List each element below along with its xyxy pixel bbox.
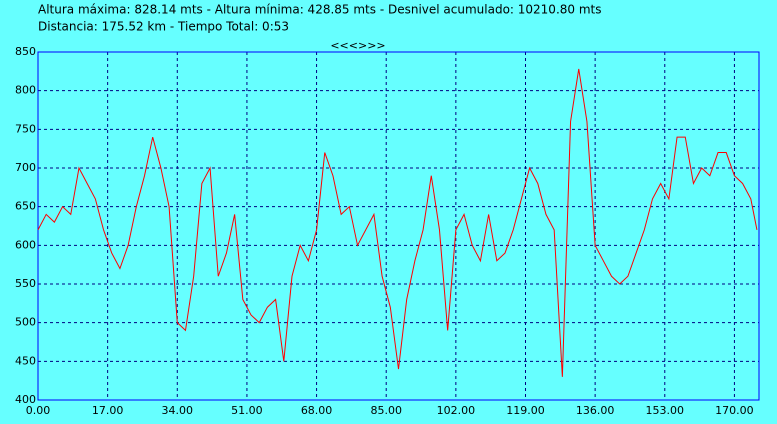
y-tick-label: 400 — [15, 393, 36, 406]
x-tick-label: 68.00 — [301, 404, 333, 417]
y-tick-label: 850 — [15, 45, 36, 58]
y-tick-label: 650 — [15, 200, 36, 213]
x-tick-label: 102.00 — [437, 404, 476, 417]
elevation-line — [37, 68, 758, 377]
y-tick-label: 450 — [15, 354, 36, 367]
y-tick-label: 800 — [15, 84, 36, 97]
chart-subtitle: Distancia: 175.52 km - Tiempo Total: 0:5… — [38, 20, 289, 34]
x-tick-label: 34.00 — [162, 404, 194, 417]
x-tick-label: 51.00 — [231, 404, 263, 417]
plot-frame — [37, 51, 760, 401]
x-tick-label: 85.00 — [370, 404, 402, 417]
y-tick-label: 600 — [15, 238, 36, 251]
x-tick-label: 136.00 — [576, 404, 615, 417]
y-tick-label: 700 — [15, 161, 36, 174]
x-tick-label: 170.00 — [715, 404, 754, 417]
y-tick-label: 500 — [15, 316, 36, 329]
x-tick-label: 119.00 — [506, 404, 545, 417]
x-tick-label: 153.00 — [646, 404, 685, 417]
chart-title: Altura máxima: 828.14 mts - Altura mínim… — [38, 3, 602, 17]
x-tick-label: 0.00 — [26, 404, 51, 417]
y-tick-label: 550 — [15, 277, 36, 290]
x-tick-label: 17.00 — [92, 404, 124, 417]
y-tick-label: 750 — [15, 122, 36, 135]
navigation[interactable]: <<<>>> — [330, 39, 385, 52]
